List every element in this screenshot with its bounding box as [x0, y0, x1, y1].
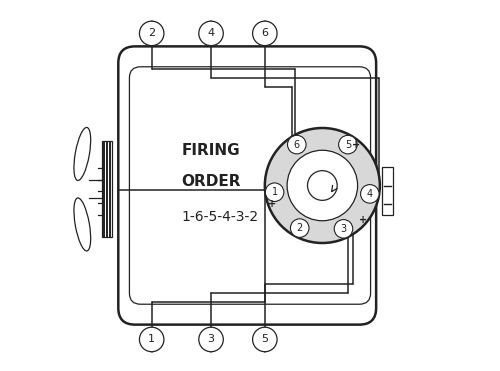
- Text: 5: 5: [262, 335, 268, 344]
- Circle shape: [199, 327, 224, 352]
- Circle shape: [199, 21, 224, 46]
- Circle shape: [334, 220, 353, 238]
- Text: 6: 6: [262, 29, 268, 38]
- Text: 2: 2: [296, 223, 303, 233]
- Bar: [102, 141, 112, 237]
- Text: 1: 1: [272, 187, 278, 197]
- Circle shape: [252, 21, 277, 46]
- Text: 1-6-5-4-3-2: 1-6-5-4-3-2: [182, 210, 258, 224]
- Circle shape: [338, 135, 357, 154]
- Text: +: +: [268, 198, 276, 209]
- Text: 4: 4: [367, 189, 373, 199]
- Text: 3: 3: [340, 224, 346, 234]
- Circle shape: [252, 327, 277, 352]
- Text: +: +: [359, 214, 367, 224]
- Ellipse shape: [74, 128, 90, 180]
- Circle shape: [140, 327, 164, 352]
- Circle shape: [265, 128, 380, 243]
- Text: 2: 2: [148, 29, 155, 38]
- Circle shape: [360, 185, 379, 203]
- Text: 3: 3: [208, 335, 214, 344]
- Circle shape: [288, 135, 306, 154]
- Text: 1: 1: [148, 335, 155, 344]
- Text: 5: 5: [345, 139, 351, 150]
- Text: 6: 6: [294, 139, 300, 150]
- Circle shape: [290, 219, 309, 237]
- Text: FIRING: FIRING: [182, 143, 240, 158]
- Circle shape: [308, 171, 337, 200]
- Ellipse shape: [74, 198, 90, 251]
- Bar: [382, 167, 393, 215]
- Text: +: +: [352, 140, 360, 150]
- Text: ORDER: ORDER: [182, 174, 241, 189]
- FancyBboxPatch shape: [118, 46, 376, 325]
- Text: 4: 4: [208, 29, 214, 38]
- Circle shape: [287, 150, 358, 221]
- Circle shape: [140, 21, 164, 46]
- Circle shape: [266, 183, 284, 201]
